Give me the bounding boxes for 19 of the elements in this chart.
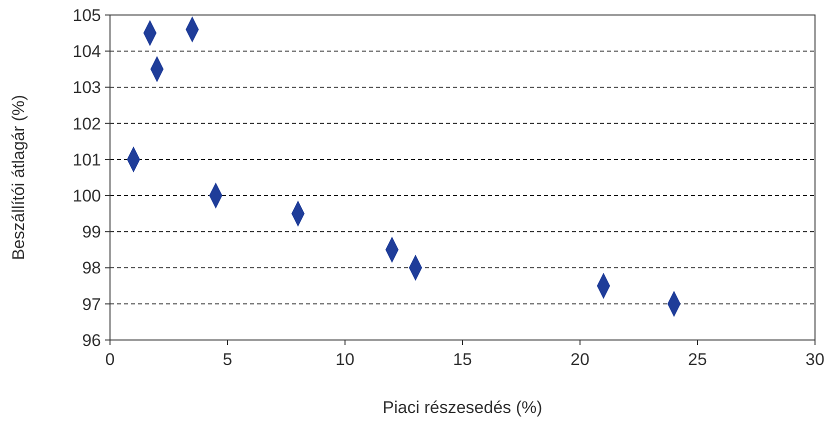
y-tick-label: 99: [82, 222, 101, 242]
x-axis-title: Piaci részesedés (%): [382, 398, 542, 417]
x-tick-label: 0: [105, 350, 115, 369]
y-tick-label: 104: [72, 42, 101, 62]
y-tick-label: 96: [82, 330, 101, 350]
y-tick-label: 103: [72, 78, 101, 98]
x-tick-label: 20: [570, 350, 590, 369]
y-tick-label: 105: [72, 6, 101, 25]
y-axis-title: Beszállítói átlagár (%): [9, 94, 28, 260]
x-tick-label: 10: [336, 350, 354, 369]
x-tick-label: 25: [688, 350, 707, 369]
y-tick-label: 97: [82, 294, 101, 314]
x-tick-label: 5: [222, 350, 232, 369]
x-tick-label: 30: [806, 350, 824, 369]
x-tick-label: 15: [453, 350, 472, 369]
y-tick-label: 102: [72, 114, 101, 134]
y-tick-label: 101: [72, 150, 101, 170]
y-tick-label: 98: [82, 258, 101, 278]
y-tick-label: 100: [72, 186, 101, 206]
